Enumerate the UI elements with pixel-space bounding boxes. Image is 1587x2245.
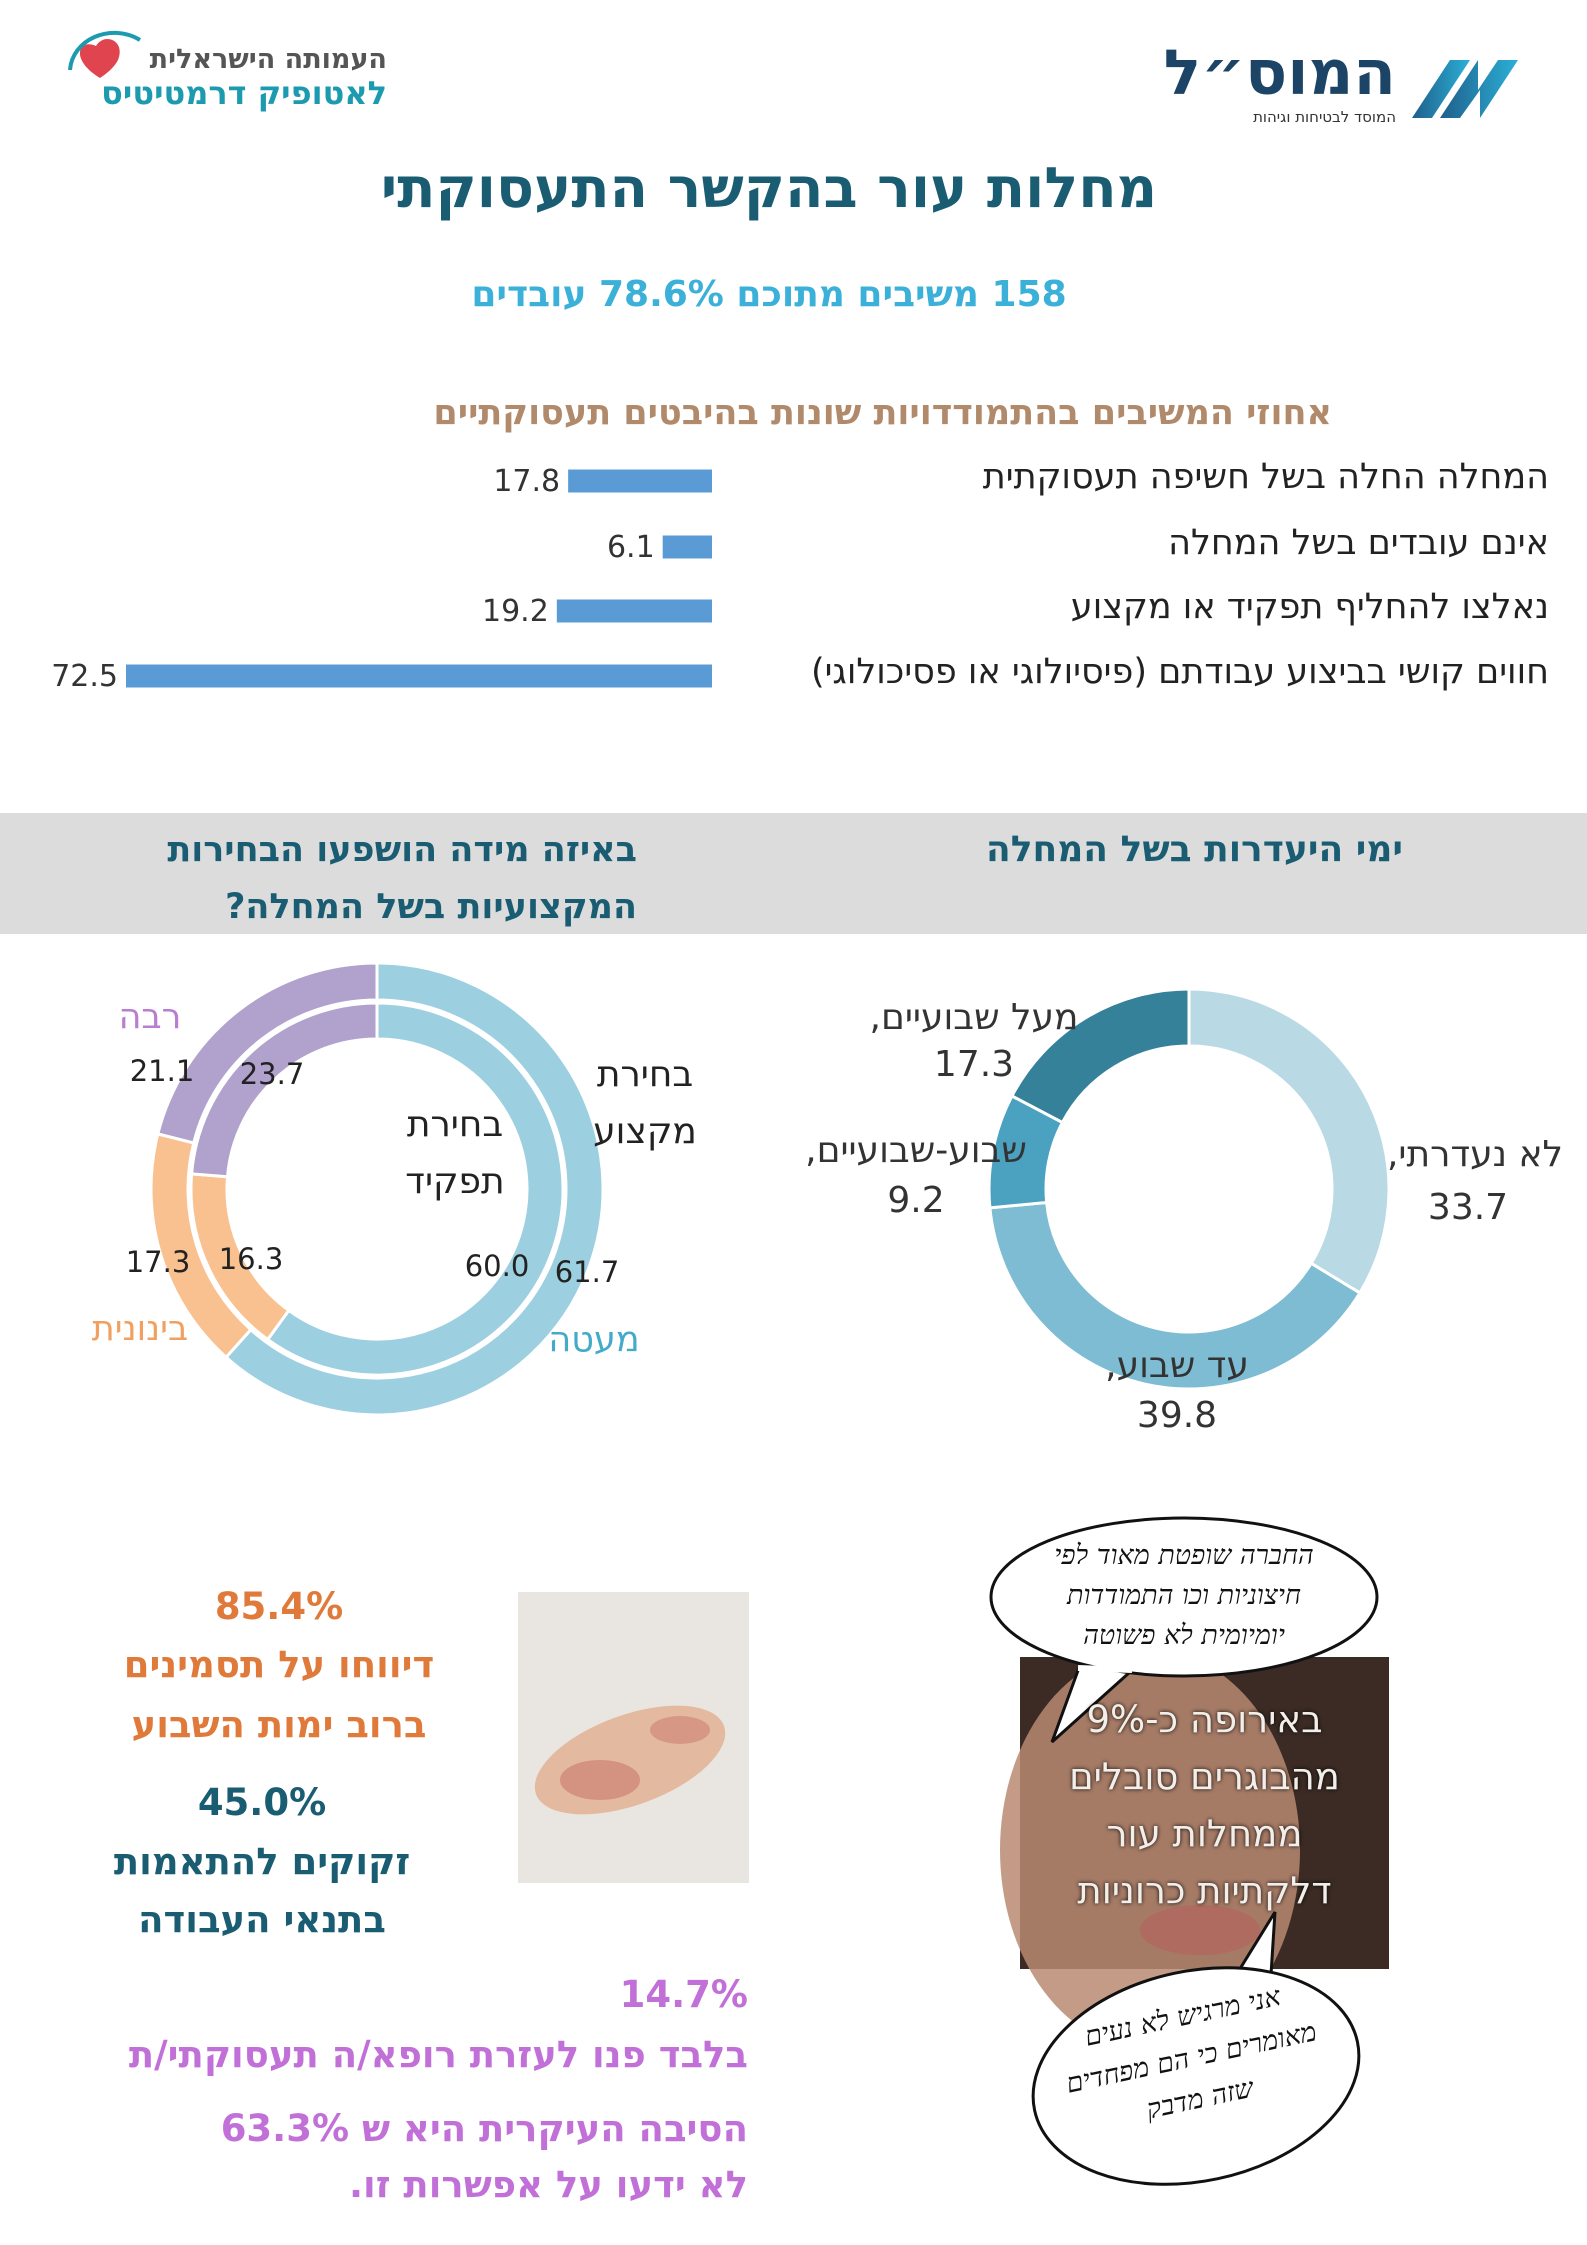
bar-value-label: 17.8: [493, 464, 560, 499]
stat-text: הסיבה העיקרית היא ש 63.3%: [220, 2107, 748, 2150]
bar-category-label: נאלצו להחליף תפקיד או מקצוע: [1070, 587, 1549, 627]
donut-value-label: 39.8: [1136, 1395, 1218, 1436]
stat-text: לא ידעו על אפשרות זו.: [348, 2163, 748, 2206]
stat-value: 45.0%: [197, 1781, 327, 1824]
photo-caption: דלקתיות כרוניות: [1077, 1869, 1332, 1912]
stat-value: 14.7%: [619, 1973, 748, 2016]
bar: [126, 664, 712, 688]
bar-value-label: 19.2: [482, 594, 549, 629]
donut-value-label: 61.7: [555, 1255, 620, 1289]
bar-category-label: חווים קושי בביצוע עבודתם (פיסיולוגי או פ…: [810, 652, 1549, 692]
donut-value-label: 9.2: [887, 1180, 945, 1221]
donut-value-label: 16.3: [219, 1242, 284, 1276]
chart-title: אחוזי המשיבים בהתמודדויות שונות בהיבטים …: [433, 393, 1332, 433]
donut-value-label: 17.3: [126, 1245, 191, 1279]
bar-value-label: 72.5: [51, 659, 118, 694]
donut-category-label: לא נעדרתי,: [1386, 1134, 1564, 1175]
donut-category-label: עד שבוע,: [1105, 1345, 1249, 1386]
donut-segment: [155, 961, 379, 1145]
category-label: בינונית: [91, 1309, 189, 1349]
quote-text: החברה שופטת מאוד לפי: [1054, 1540, 1314, 1571]
org-subtitle: המוסד לבטיחות וגיהות: [1253, 108, 1396, 126]
donut-value-label: 33.7: [1427, 1187, 1509, 1228]
category-label: מעטה: [548, 1320, 640, 1360]
logo-left-icon: [68, 30, 142, 78]
org-name: המוס״ל: [1163, 36, 1396, 109]
stat-text: זקוקים להתאמות: [113, 1840, 411, 1883]
donut-segment: [988, 1200, 1362, 1391]
bar-value-label: 6.1: [607, 530, 655, 565]
speech-bubble: [1031, 1911, 1361, 2186]
bar: [662, 535, 712, 559]
stat-text: בלבד פנו לעזרת רופא/ה תעסוקתי/ת: [128, 2033, 748, 2076]
speech-bubble: [989, 1516, 1379, 1744]
photo-neck: [1000, 1650, 1389, 2050]
donut-segment: [265, 1001, 565, 1377]
series-name: בחירת תפקיד: [405, 1104, 505, 1202]
donut-value-label: 21.1: [130, 1054, 195, 1088]
page-title: מחלות עור בהקשר התעסוקתי: [380, 156, 1158, 221]
donut-value-label: 17.3: [933, 1044, 1015, 1085]
donut-category-label: שבוע-שבועיים,: [805, 1130, 1027, 1171]
photo-caption: ממחלות עור: [1106, 1812, 1303, 1855]
photo-caption: באירופה כ-9%: [1086, 1698, 1323, 1741]
logo-right-icon: [1412, 60, 1518, 118]
photo-caption: מהבוגרים סובלים: [1069, 1755, 1340, 1798]
org-name: העמותה הישראלית: [149, 44, 387, 75]
chart-title: ימי היעדרות בשל המחלה: [985, 829, 1403, 870]
subtitle: 158 משיבים מתוכם 78.6% עובדים: [471, 274, 1067, 315]
org-name: לאטופיק דרמטיטיס: [101, 74, 387, 112]
bar-category-label: המחלה החלה בשל חשיפה תעסוקתית: [982, 457, 1549, 497]
bar-category-label: אינם עובדים בשל המחלה: [1168, 523, 1549, 563]
photo-skin: [518, 1592, 749, 1883]
stat-value: 85.4%: [214, 1585, 344, 1628]
quote-text: חיצוניות וכו התמודדות: [1067, 1580, 1301, 1611]
section-band: [0, 813, 1587, 934]
donut-segment: [223, 961, 605, 1417]
stat-text: בתנאי העבודה: [138, 1898, 386, 1941]
bar: [556, 599, 712, 623]
stat-text: דיווחו על תסמינים: [123, 1643, 435, 1686]
quote-text: יומיומית לא פשוטה: [1083, 1620, 1285, 1651]
stat-text: ברוב ימות השבוע: [131, 1703, 427, 1746]
donut-value-label: 60.0: [465, 1249, 530, 1283]
donut-segment: [190, 1001, 379, 1179]
category-label: רבה: [118, 997, 182, 1037]
bar: [568, 469, 712, 493]
donut-segment: [1187, 987, 1391, 1296]
series-name: בחירת מקצוע: [593, 1054, 697, 1152]
donut-category-label: מעל שבועיים,: [869, 997, 1079, 1038]
donut-value-label: 23.7: [240, 1057, 305, 1091]
donut-segment: [1009, 987, 1191, 1125]
chart-title: באיזה מידה הושפעו הבחירות המקצועיות בשל …: [167, 830, 637, 927]
